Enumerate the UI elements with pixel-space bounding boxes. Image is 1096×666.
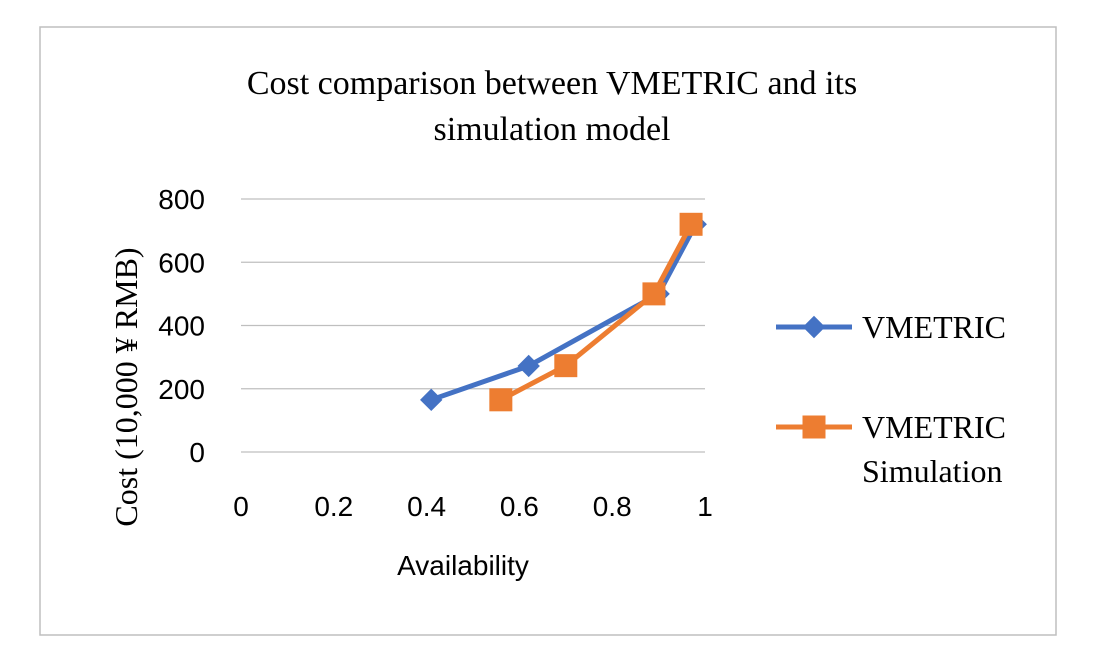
legend-entry-vmetric-simulation: VMETRIC Simulation: [776, 409, 1006, 489]
x-tick-label-1: 1: [697, 491, 713, 522]
chart-title-line-1: Cost comparison between VMETRIC and its: [247, 65, 857, 102]
y-tick-label-0: 0: [189, 437, 205, 468]
y-tick-label-600: 600: [158, 247, 205, 278]
x-tick-label-0-6: 0.6: [500, 491, 539, 522]
legend-marker: [802, 415, 826, 439]
data-point: [554, 354, 578, 378]
data-point: [420, 388, 443, 412]
series-vmetric-simulation: [489, 212, 703, 412]
data-point: [489, 388, 513, 412]
legend: VMETRIC VMETRIC Simulation: [776, 309, 1006, 489]
legend-entry-vmetric: VMETRIC: [776, 309, 1006, 345]
data-point: [679, 212, 703, 236]
x-tick-label-0: 0: [233, 491, 249, 522]
x-axis-label: Availability: [397, 550, 529, 581]
grid-lines: [241, 198, 705, 453]
axis-ticks: 0 200 400 600 800 0 0.2 0.4 0.6 0.8 1: [158, 184, 713, 522]
data-series: [420, 212, 707, 412]
legend-label-line-1: VMETRIC: [862, 309, 1006, 345]
x-tick-label-0-2: 0.2: [314, 491, 353, 522]
legend-label-line-1: VMETRIC: [862, 409, 1006, 445]
chart-border: [39, 26, 1057, 636]
y-tick-label-400: 400: [158, 311, 205, 342]
y-tick-label-200: 200: [158, 374, 205, 405]
x-tick-label-0-8: 0.8: [593, 491, 632, 522]
data-point: [642, 282, 666, 306]
series-line: [428, 221, 699, 403]
series-line: [498, 221, 694, 403]
x-tick-label-0-4: 0.4: [407, 491, 446, 522]
chart-title-line-2: simulation model: [433, 111, 670, 148]
data-point: [517, 354, 540, 378]
y-axis-label: Cost (10,000 ¥ RMB): [108, 247, 144, 526]
legend-marker: [802, 315, 826, 339]
legend-label-line-2: Simulation: [862, 453, 1002, 489]
y-tick-label-800: 800: [158, 184, 205, 215]
